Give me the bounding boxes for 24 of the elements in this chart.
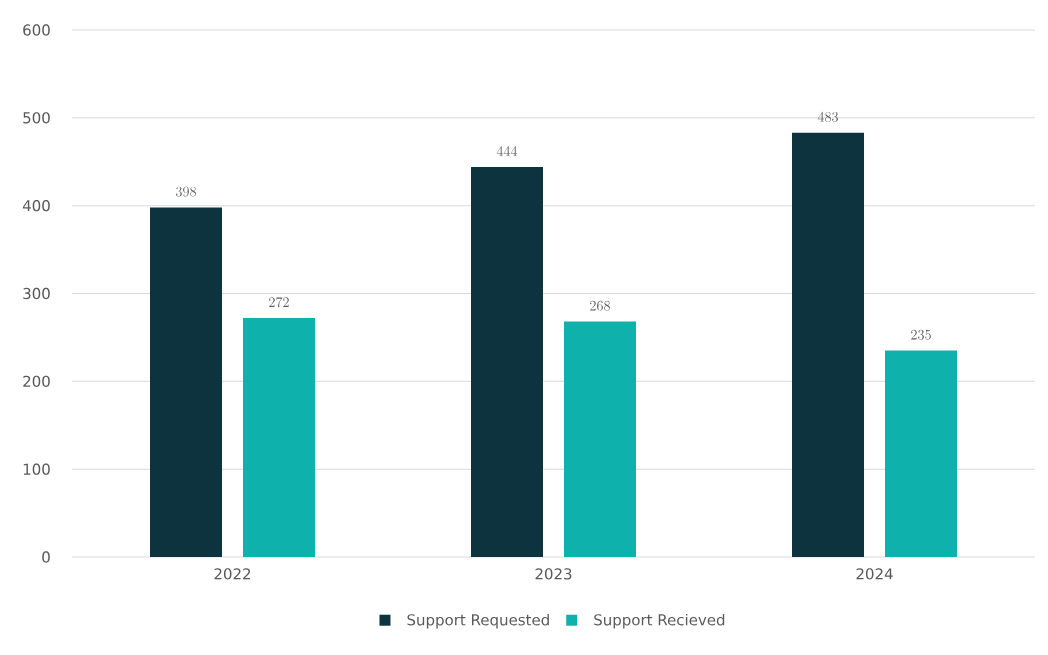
y-tick-label: 500: [23, 112, 50, 124]
bar: [885, 350, 958, 557]
x-tick-label: 2022: [214, 568, 251, 580]
data-label: 272: [269, 297, 289, 308]
y-tick-label: 600: [23, 24, 50, 36]
data-label: 268: [590, 300, 610, 311]
y-tick-label: 200: [23, 375, 50, 388]
y-tick-label: 400: [22, 199, 50, 212]
bar: [792, 132, 865, 557]
data-label: 235: [911, 329, 931, 340]
y-tick-label: 0: [42, 551, 50, 563]
legend-label: Support Requested: [407, 613, 549, 629]
bar: [243, 318, 315, 557]
legend-label: Support Recieved: [594, 613, 725, 629]
bar: [564, 321, 637, 557]
y-tick-label: 100: [23, 463, 50, 475]
bar: [471, 167, 544, 557]
x-tick-label: 2024: [856, 568, 893, 580]
data-label: 483: [817, 111, 838, 122]
data-label: 398: [176, 186, 196, 197]
y-tick-label: 300: [23, 287, 50, 300]
data-label: 444: [496, 146, 518, 156]
bar: [150, 207, 222, 557]
x-tick-label: 2023: [535, 568, 572, 580]
